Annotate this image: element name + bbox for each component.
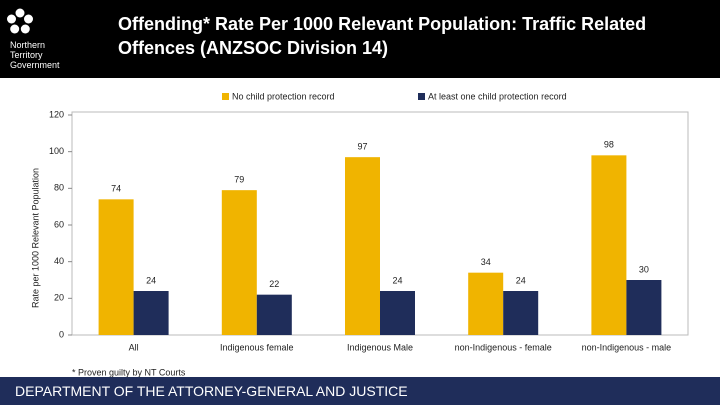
- y-tick-label: 20: [54, 293, 64, 303]
- bar: [468, 272, 504, 335]
- legend-swatch: [222, 93, 229, 100]
- bar: [256, 294, 292, 335]
- logo-text: Northern Territory Government: [10, 40, 60, 70]
- bar: [380, 291, 415, 335]
- bar: [221, 190, 257, 335]
- logo: Northern Territory Government: [0, 0, 80, 78]
- footnote: * Proven guilty by NT Courts: [72, 367, 186, 377]
- logo-line: Territory: [10, 50, 43, 60]
- data-label: 98: [604, 140, 614, 150]
- bar: [591, 155, 627, 335]
- slide-title: Offending* Rate Per 1000 Relevant Popula…: [118, 14, 647, 58]
- x-tick-label: All: [129, 342, 139, 352]
- bar: [98, 199, 134, 335]
- y-axis-label: Rate per 1000 Relevant Population: [30, 168, 40, 308]
- legend-swatch: [418, 93, 425, 100]
- data-label: 24: [146, 275, 156, 285]
- x-tick-label: Indigenous Male: [347, 342, 413, 352]
- y-tick-label: 120: [49, 109, 64, 119]
- x-tick-label: Indigenous female: [220, 342, 294, 352]
- y-tick-label: 100: [49, 146, 64, 156]
- data-label: 22: [269, 279, 279, 289]
- logo-line: Northern: [10, 40, 46, 50]
- data-label: 24: [392, 275, 402, 285]
- logo-mark: [7, 8, 33, 34]
- y-tick-label: 40: [54, 256, 64, 266]
- data-label: 79: [234, 175, 244, 185]
- data-label: 24: [516, 275, 526, 285]
- footer: DEPARTMENT OF THE ATTORNEY-GENERAL AND J…: [0, 377, 720, 405]
- header-band: [80, 0, 720, 78]
- x-tick-label: non-Indigenous - male: [582, 342, 672, 352]
- y-tick-label: 0: [59, 329, 64, 339]
- bar: [503, 291, 539, 335]
- y-tick-label: 60: [54, 219, 64, 229]
- bar: [345, 157, 380, 335]
- data-label: 74: [111, 184, 121, 194]
- legend-label: No child protection record: [232, 91, 335, 101]
- logo-line: Government: [10, 60, 60, 70]
- y-tick-label: 80: [54, 183, 64, 193]
- chart: Rate per 1000 Relevant Population * Prov…: [30, 91, 689, 377]
- header: Northern Territory Government Offending*…: [0, 0, 720, 78]
- legend-label: At least one child protection record: [428, 91, 567, 101]
- data-label: 34: [481, 257, 491, 267]
- bar: [133, 291, 169, 335]
- data-label: 97: [357, 142, 367, 152]
- data-label: 30: [639, 264, 649, 274]
- x-tick-label: non-Indigenous - female: [455, 342, 552, 352]
- bar: [626, 280, 662, 335]
